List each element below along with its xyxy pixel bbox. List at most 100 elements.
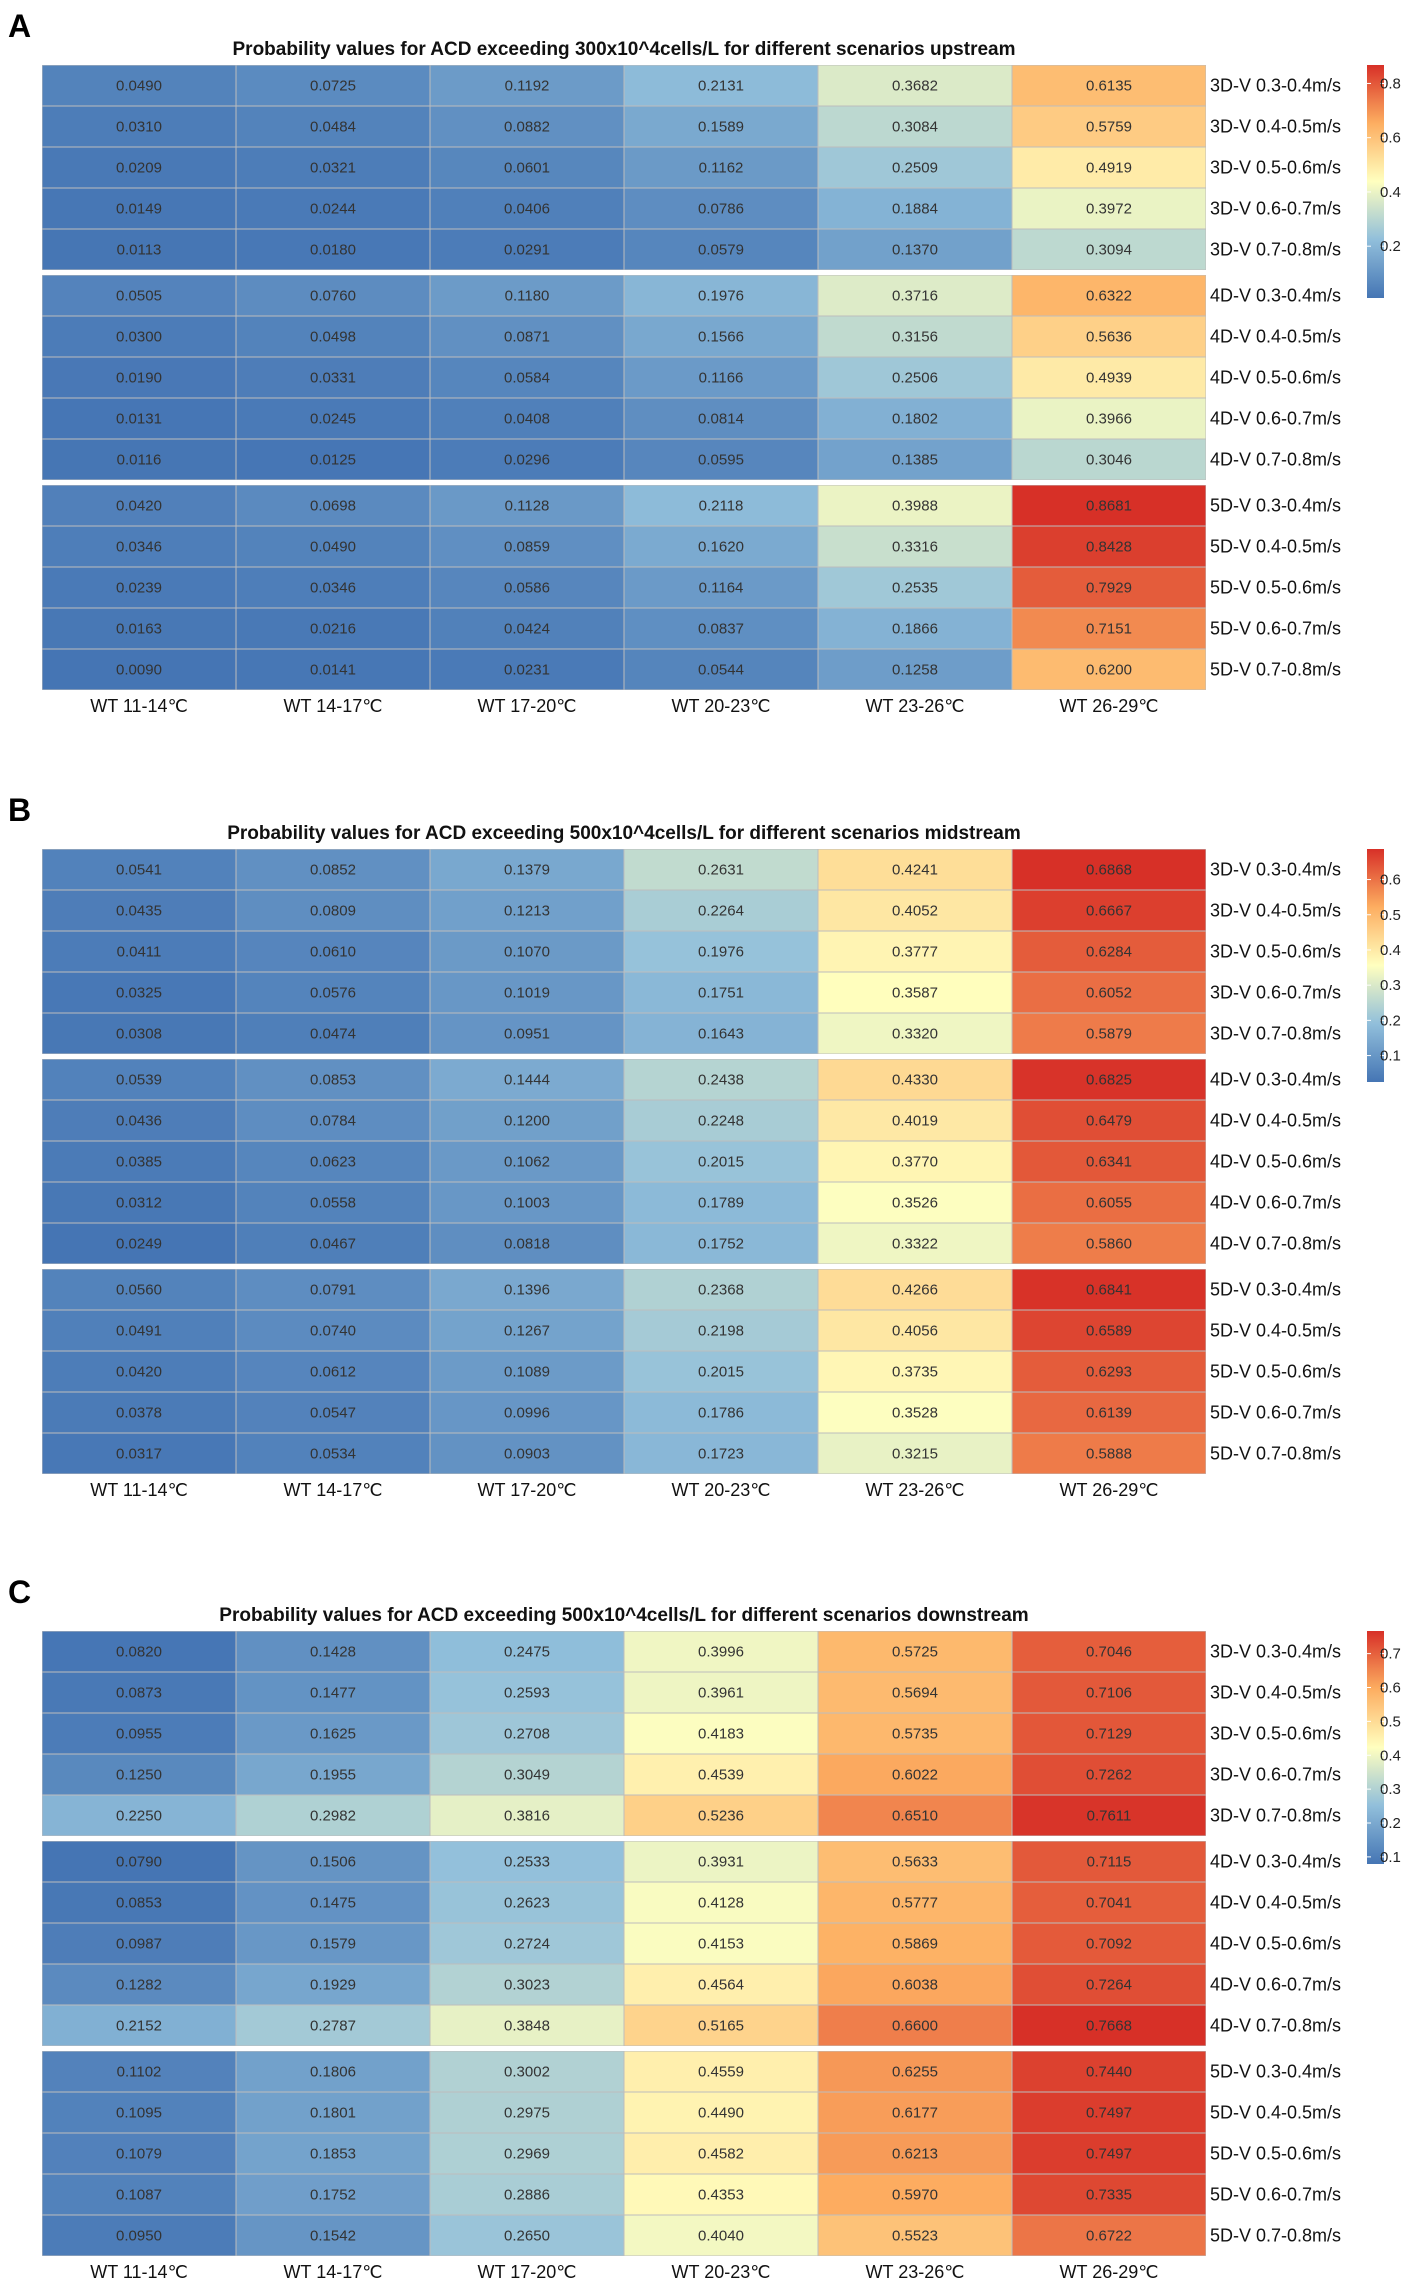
cell-value: 0.1087	[116, 2187, 162, 2204]
cell-value: 0.2438	[698, 1072, 744, 1089]
cell-value: 0.4056	[892, 1323, 938, 1340]
heatmap-cell	[42, 567, 236, 608]
heatmap-cell	[1012, 2133, 1206, 2174]
heatmap-cell	[430, 2133, 624, 2174]
heatmap-cell	[1012, 1013, 1206, 1054]
cell-value: 0.0484	[310, 119, 356, 136]
heatmap-cell	[430, 1433, 624, 1474]
cell-value: 0.0882	[504, 119, 550, 136]
heatmap-cell	[624, 931, 818, 972]
row-label: 3D-V 0.3-0.4m/s	[1210, 860, 1341, 880]
heatmap-cell	[624, 485, 818, 526]
cell-value: 0.3716	[892, 288, 938, 305]
colorbar-tick-label: 0.7	[1380, 1646, 1401, 1663]
heatmap-cell	[430, 931, 624, 972]
heatmap-panel-c: C Probability values for ACD exceeding 50…	[8, 1574, 1401, 2282]
cell-value: 0.1267	[504, 1323, 550, 1340]
cell-value: 0.3156	[892, 329, 938, 346]
heatmap-cell	[236, 485, 430, 526]
cell-value: 0.1102	[117, 2064, 162, 2081]
group-frame	[42, 485, 1206, 690]
cell-value: 0.2152	[116, 2018, 162, 2035]
cell-value: 0.0539	[116, 1072, 162, 1089]
heatmap-row: 0.0149 0.0244 0.0406 0.0786 0.1884 0.3972 3D-V…	[42, 188, 1341, 229]
heatmap-cell	[818, 1100, 1012, 1141]
row-label: 4D-V 0.7-0.8m/s	[1210, 1234, 1341, 1254]
cell-value: 0.0090	[116, 662, 162, 679]
heatmap-cell	[430, 2215, 624, 2256]
heatmap-cell	[236, 2133, 430, 2174]
heatmap-cell	[236, 1182, 430, 1223]
heatmap-cell	[818, 608, 1012, 649]
cell-value: 0.0474	[310, 1026, 356, 1043]
heatmap-cell	[236, 1013, 430, 1054]
heatmap-row: 0.0790 0.1506 0.2533 0.3931 0.5633 0.7115 4D-V…	[42, 1841, 1341, 1882]
colorbar-tick-label: 0.3	[1380, 977, 1401, 994]
cell-value: 0.0116	[117, 452, 162, 469]
cell-value: 0.2593	[504, 1685, 550, 1702]
heatmap-row: 0.0317 0.0534 0.0903 0.1723 0.3215 0.5888 5D-V…	[42, 1433, 1341, 1474]
heatmap-cell	[430, 1964, 624, 2005]
cell-value: 0.0790	[116, 1854, 162, 1871]
cell-value: 0.6135	[1086, 78, 1132, 95]
heatmap-row: 0.0420 0.0612 0.1089 0.2015 0.3735 0.6293 5D-V…	[42, 1351, 1341, 1392]
heatmap-cell	[42, 1713, 236, 1754]
cell-value: 0.2264	[698, 903, 744, 920]
heatmap-row: 0.0131 0.0245 0.0408 0.0814 0.1802 0.3966 4D-V…	[42, 398, 1341, 439]
cell-value: 0.4539	[698, 1767, 744, 1784]
heatmap-cell	[430, 485, 624, 526]
heatmap-cell	[236, 931, 430, 972]
cell-value: 0.6200	[1086, 662, 1132, 679]
heatmap-cell	[1012, 1672, 1206, 1713]
cell-value: 0.3961	[698, 1685, 744, 1702]
cell-value: 0.3528	[892, 1405, 938, 1422]
cell-value: 0.7335	[1086, 2187, 1132, 2204]
heatmap-cell	[236, 526, 430, 567]
heatmap-cell	[818, 2005, 1012, 2046]
heatmap-cell	[818, 931, 1012, 972]
cell-value: 0.1643	[698, 1026, 744, 1043]
heatmap-cell	[42, 1964, 236, 2005]
cell-value: 0.0490	[116, 78, 162, 95]
heatmap-cell	[236, 1223, 430, 1264]
cell-value: 0.3848	[504, 2018, 550, 2035]
heatmap-cell	[430, 567, 624, 608]
heatmap-cell	[42, 398, 236, 439]
cell-value: 0.0740	[310, 1323, 356, 1340]
cell-value: 0.1095	[116, 2105, 162, 2122]
heatmap-cell	[236, 1433, 430, 1474]
cell-value: 0.6600	[892, 2018, 938, 2035]
heatmap-cell	[818, 1882, 1012, 1923]
column-label: WT 23-26℃	[866, 1480, 965, 1500]
cell-value: 0.2475	[504, 1644, 550, 1661]
cell-value: 0.0498	[310, 329, 356, 346]
heatmap-cell	[42, 1182, 236, 1223]
cell-value: 0.1213	[504, 903, 550, 920]
cell-value: 0.4353	[698, 2187, 744, 2204]
cell-value: 0.1866	[892, 621, 938, 638]
cell-value: 0.0853	[310, 1072, 356, 1089]
cell-value: 0.6589	[1086, 1323, 1132, 1340]
cell-value: 0.1192	[505, 78, 550, 95]
heatmap-row: 0.0853 0.1475 0.2623 0.4128 0.5777 0.7041 4D-V…	[42, 1882, 1341, 1923]
heatmap-cell	[42, 1672, 236, 1713]
cell-value: 0.1282	[116, 1977, 162, 1994]
cell-value: 0.0853	[116, 1895, 162, 1912]
heatmap-cell	[818, 1923, 1012, 1964]
cell-value: 0.1929	[310, 1977, 356, 1994]
cell-value: 0.0586	[504, 580, 550, 597]
cell-value: 0.0244	[310, 201, 356, 218]
heatmap-cell	[236, 2215, 430, 2256]
heatmap-cell	[430, 608, 624, 649]
heatmap-cell	[1012, 1100, 1206, 1141]
cell-value: 0.0623	[310, 1154, 356, 1171]
cell-value: 0.0818	[504, 1236, 550, 1253]
cell-value: 0.2982	[310, 1808, 356, 1825]
heatmap-cell	[236, 2174, 430, 2215]
group-frame	[42, 65, 1206, 270]
cell-value: 0.4582	[698, 2146, 744, 2163]
cell-value: 0.1166	[699, 370, 744, 387]
cell-value: 0.7497	[1086, 2105, 1132, 2122]
group-frame	[42, 2051, 1206, 2256]
heatmap-cell	[624, 1433, 818, 1474]
